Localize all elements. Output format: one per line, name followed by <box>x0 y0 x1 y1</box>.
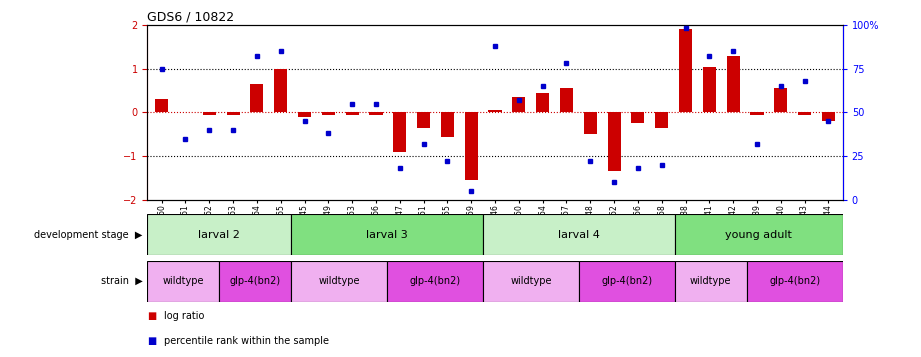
Text: larval 2: larval 2 <box>198 230 240 240</box>
Bar <box>417 112 430 128</box>
Bar <box>560 89 573 112</box>
Bar <box>799 112 811 115</box>
Text: wildtype: wildtype <box>690 276 731 286</box>
Bar <box>727 56 740 112</box>
Bar <box>608 112 621 171</box>
Text: larval 3: larval 3 <box>367 230 408 240</box>
Text: log ratio: log ratio <box>164 311 204 321</box>
Bar <box>227 112 239 115</box>
Bar <box>703 66 716 112</box>
Bar <box>822 112 835 121</box>
Bar <box>321 112 335 115</box>
Bar <box>512 97 525 112</box>
Bar <box>584 112 597 134</box>
Bar <box>147 261 219 302</box>
Text: percentile rank within the sample: percentile rank within the sample <box>164 336 329 346</box>
Text: glp-4(bn2): glp-4(bn2) <box>410 276 460 286</box>
Bar <box>675 214 843 255</box>
Text: wildtype: wildtype <box>163 276 204 286</box>
Bar <box>751 112 764 115</box>
Bar <box>219 261 291 302</box>
Text: ■: ■ <box>147 336 157 346</box>
Bar <box>251 84 263 112</box>
Bar <box>393 112 406 152</box>
Text: larval 4: larval 4 <box>558 230 600 240</box>
Bar <box>274 69 287 112</box>
Text: wildtype: wildtype <box>510 276 552 286</box>
Bar <box>465 112 478 180</box>
Text: GDS6 / 10822: GDS6 / 10822 <box>147 11 235 24</box>
Bar <box>203 112 216 115</box>
Bar <box>441 112 454 136</box>
Bar <box>291 261 387 302</box>
Bar <box>679 29 692 112</box>
Bar <box>536 93 549 112</box>
Bar <box>655 112 669 128</box>
Bar <box>147 214 291 255</box>
Bar <box>675 261 747 302</box>
Bar <box>387 261 483 302</box>
Text: development stage  ▶: development stage ▶ <box>34 230 143 240</box>
Bar <box>775 89 787 112</box>
Bar <box>483 261 579 302</box>
Text: glp-4(bn2): glp-4(bn2) <box>769 276 821 286</box>
Text: wildtype: wildtype <box>319 276 360 286</box>
Text: glp-4(bn2): glp-4(bn2) <box>601 276 652 286</box>
Bar <box>155 99 169 112</box>
Bar <box>632 112 645 124</box>
Bar <box>369 112 382 115</box>
Bar <box>579 261 675 302</box>
Text: young adult: young adult <box>726 230 792 240</box>
Bar <box>298 112 311 117</box>
Bar <box>345 112 358 115</box>
Text: strain  ▶: strain ▶ <box>101 276 143 286</box>
Bar <box>747 261 843 302</box>
Bar <box>483 214 675 255</box>
Text: ■: ■ <box>147 311 157 321</box>
Bar <box>488 110 502 112</box>
Text: glp-4(bn2): glp-4(bn2) <box>229 276 281 286</box>
Bar <box>291 214 483 255</box>
